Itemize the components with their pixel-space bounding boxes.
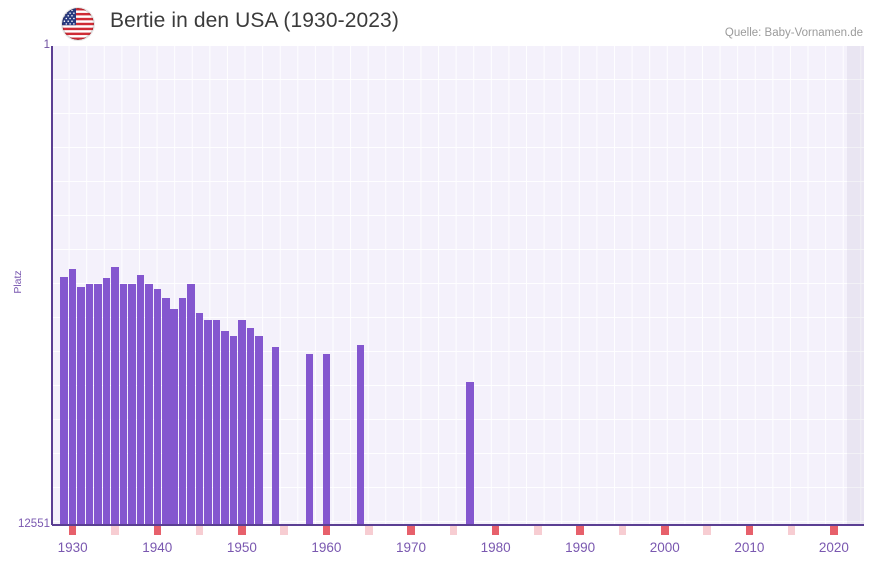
bar[interactable] (102, 278, 111, 525)
x-axis-tick (830, 526, 838, 535)
y-axis-bottom-label: 12551 (18, 518, 50, 530)
bar[interactable] (68, 269, 77, 525)
page-title: Bertie in den USA (1930-2023) (110, 9, 399, 32)
x-axis-tick (68, 526, 77, 535)
bar[interactable] (128, 283, 136, 525)
bar[interactable] (229, 336, 238, 525)
bar[interactable] (212, 320, 221, 525)
x-axis-tick-label: 1950 (226, 540, 257, 555)
x-axis-tick-label: 2020 (818, 540, 849, 555)
bar[interactable] (204, 320, 212, 525)
x-axis-tick (322, 526, 331, 535)
bar[interactable] (85, 283, 94, 525)
x-axis-tick (407, 526, 415, 535)
bar[interactable] (271, 347, 280, 525)
x-axis-tick-label: 1930 (57, 540, 88, 555)
source-attribution: Quelle: Baby-Vornamen.de (724, 27, 863, 39)
bar[interactable] (145, 283, 153, 525)
x-axis-tick-label: 2010 (734, 540, 765, 555)
x-axis-tick (238, 526, 246, 535)
bar[interactable] (77, 287, 85, 525)
plot-area (52, 46, 864, 525)
x-axis-tick (576, 526, 584, 535)
x-axis-minor-tick (195, 526, 204, 535)
bar[interactable] (305, 353, 314, 525)
bar[interactable] (187, 283, 195, 525)
bar[interactable] (466, 381, 474, 525)
y-axis-title: Platz (12, 270, 24, 294)
bar[interactable] (178, 297, 187, 525)
bar[interactable] (356, 344, 365, 525)
x-axis-tick-label: 1960 (311, 540, 342, 555)
y-axis-line (51, 46, 53, 525)
bar[interactable] (170, 308, 178, 525)
x-axis-tick-label: 1990 (565, 540, 596, 555)
bar[interactable] (60, 276, 68, 525)
x-axis-minor-tick (534, 526, 542, 535)
x-axis-minor-tick (111, 526, 119, 535)
x-axis-minor-tick (280, 526, 288, 535)
bar[interactable] (136, 274, 145, 525)
bar[interactable] (94, 283, 102, 525)
chart-header: Bertie in den USA (1930-2023) Quelle: Ba… (0, 0, 873, 46)
bar[interactable] (322, 353, 331, 525)
x-axis-minor-tick (787, 526, 796, 535)
x-axis-tick (153, 526, 162, 535)
bar[interactable] (246, 328, 255, 525)
x-axis-minor-tick (449, 526, 458, 535)
bar[interactable] (161, 297, 170, 525)
bar[interactable] (238, 320, 246, 525)
x-axis-minor-tick (618, 526, 627, 535)
bar[interactable] (255, 336, 263, 525)
bar[interactable] (111, 266, 119, 525)
x-axis-line (52, 524, 864, 526)
bar[interactable] (119, 283, 128, 525)
x-axis-minor-tick (364, 526, 373, 535)
x-axis-tick-label: 2000 (649, 540, 680, 555)
bar[interactable] (153, 289, 162, 525)
x-axis-tick-label: 1970 (395, 540, 427, 555)
x-axis-tick (745, 526, 754, 535)
y-axis-top-label: 1 (43, 39, 50, 51)
us-flag-icon (62, 8, 94, 40)
x-axis-tick-label: 1980 (480, 540, 511, 555)
x-axis-minor-tick (703, 526, 711, 535)
x-axis-tick (491, 526, 500, 535)
bar[interactable] (221, 331, 229, 525)
x-axis-tick (661, 526, 669, 535)
x-axis-tick-label: 1940 (142, 540, 173, 555)
bar[interactable] (195, 313, 204, 525)
no-data-shaded-region (847, 46, 864, 525)
